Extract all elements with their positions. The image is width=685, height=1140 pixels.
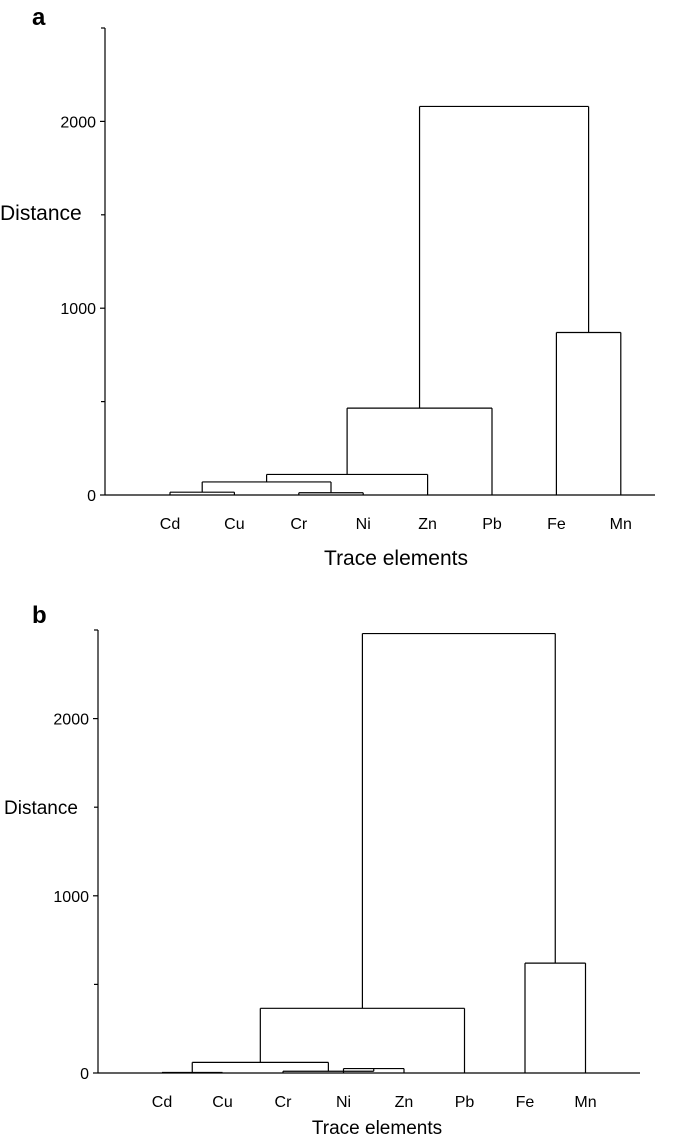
x-tick-label: Zn [395,1094,414,1111]
dendrogram-panel-b: b 0 1000 2000 Distance Cd Cu Cr Ni Zn Pb Fe Mn Trace… [0,600,685,1140]
x-tick-label: Pb [455,1094,475,1111]
x-tick-label: Cu [224,516,244,533]
y-tick-label: 0 [80,1066,89,1083]
panel-label: a [32,4,46,31]
x-tick-label: Mn [574,1094,596,1111]
y-tick-label: 1000 [60,301,96,318]
x-tick-label: Cd [160,516,180,533]
x-tick-label: Cr [290,516,308,533]
x-axis-label: Trace elements [324,547,468,570]
y-tick-label: 1000 [53,889,89,906]
y-axis-label: Distance [4,798,78,819]
y-tick-label: 2000 [53,712,89,729]
x-tick-label: Pb [482,516,502,533]
y-axis-label: Distance [0,202,82,225]
x-tick-label: Ni [356,516,371,533]
x-tick-label: Fe [547,516,566,533]
x-tick-label: Cr [275,1094,293,1111]
x-tick-label: Zn [418,516,437,533]
x-tick-label: Ni [336,1094,351,1111]
x-tick-label: Cd [152,1094,172,1111]
x-axis-label: Trace elements [312,1118,442,1139]
dendrogram-panel-a: a 0 1000 2000 Distance Cd Cu Cr Ni Zn Pb Fe Mn Trace… [0,4,655,570]
dendrogram-chart: 0 1000 2000 Distance Cd Cu Cr Ni Zn Pb Fe Mn Trace e… [0,27,655,570]
x-tick-label: Fe [516,1094,535,1111]
y-tick-label: 0 [87,488,96,505]
x-tick-label: Cu [212,1094,232,1111]
dendrogram-chart: 0 1000 2000 Distance Cd Cu Cr Ni Zn Pb Fe Mn Trace e… [4,629,640,1139]
x-tick-label: Mn [610,516,632,533]
y-tick-label: 2000 [60,114,96,131]
panel-label: b [32,602,47,629]
